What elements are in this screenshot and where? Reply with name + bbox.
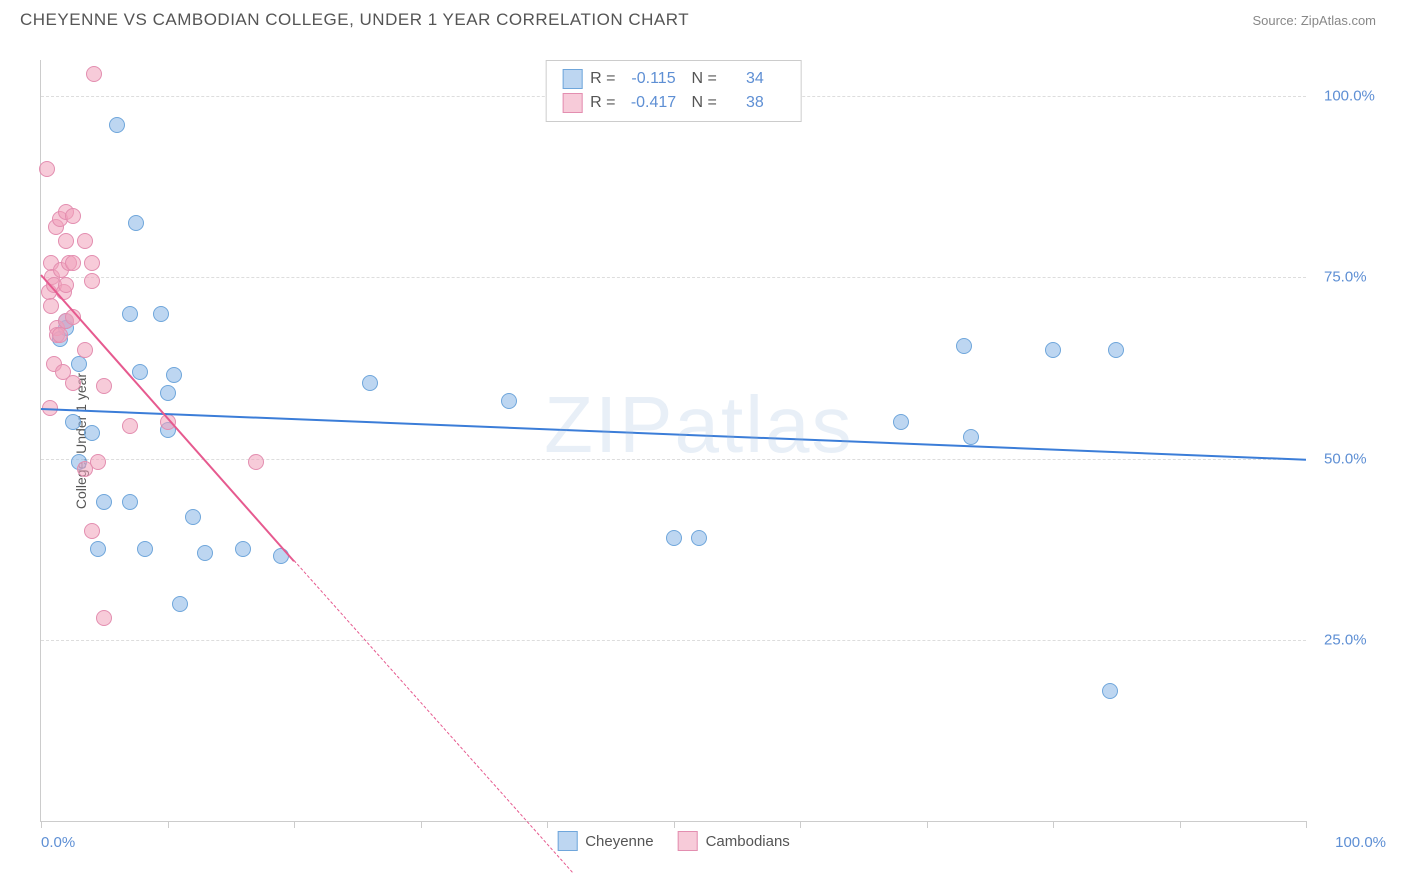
data-point <box>52 327 68 343</box>
data-point <box>248 454 264 470</box>
data-point <box>172 596 188 612</box>
chart-source: Source: ZipAtlas.com <box>1252 13 1376 28</box>
r-label: R = <box>590 70 615 88</box>
gridline-h <box>41 459 1306 460</box>
legend-stats-row: R = -0.115 N = 34 <box>562 67 785 91</box>
legend-bottom: Cheyenne Cambodians <box>557 831 790 851</box>
data-point <box>160 385 176 401</box>
legend-stats-box: R = -0.115 N = 34 R = -0.417 N = 38 <box>545 60 802 122</box>
data-point <box>137 541 153 557</box>
y-axis-title: College, Under 1 year <box>73 372 89 508</box>
legend-item: Cheyenne <box>557 831 653 851</box>
data-point <box>197 545 213 561</box>
y-tick-label: 50.0% <box>1324 450 1367 467</box>
x-tick <box>168 821 169 828</box>
data-point <box>96 610 112 626</box>
n-label: N = <box>692 70 717 88</box>
data-point <box>84 255 100 271</box>
trendline <box>294 560 573 872</box>
data-point <box>39 161 55 177</box>
gridline-h <box>41 277 1306 278</box>
data-point <box>65 414 81 430</box>
data-point <box>963 429 979 445</box>
n-value: 34 <box>725 70 785 88</box>
data-point <box>153 306 169 322</box>
x-min-label: 0.0% <box>41 834 75 851</box>
x-tick <box>674 821 675 828</box>
chart-title: CHEYENNE VS CAMBODIAN COLLEGE, UNDER 1 Y… <box>20 10 689 30</box>
data-point <box>122 418 138 434</box>
data-point <box>1108 342 1124 358</box>
data-point <box>185 509 201 525</box>
x-tick <box>1306 821 1307 828</box>
x-tick <box>1053 821 1054 828</box>
data-point <box>96 494 112 510</box>
data-point <box>65 255 81 271</box>
data-point <box>90 454 106 470</box>
data-point <box>132 364 148 380</box>
x-tick <box>547 821 548 828</box>
data-point <box>109 117 125 133</box>
data-point <box>893 414 909 430</box>
data-point <box>58 233 74 249</box>
data-point <box>86 66 102 82</box>
legend-label: Cambodians <box>706 833 790 850</box>
x-tick <box>800 821 801 828</box>
r-value: -0.115 <box>624 70 684 88</box>
data-point <box>501 393 517 409</box>
data-point <box>362 375 378 391</box>
data-point <box>43 298 59 314</box>
legend-swatch-icon <box>562 93 582 113</box>
data-point <box>128 215 144 231</box>
data-point <box>58 277 74 293</box>
data-point <box>666 530 682 546</box>
data-point <box>122 494 138 510</box>
x-tick <box>421 821 422 828</box>
legend-stats-row: R = -0.417 N = 38 <box>562 91 785 115</box>
data-point <box>84 523 100 539</box>
y-tick-label: 25.0% <box>1324 631 1367 648</box>
data-point <box>122 306 138 322</box>
data-point <box>956 338 972 354</box>
x-tick <box>41 821 42 828</box>
data-point <box>77 342 93 358</box>
data-point <box>1045 342 1061 358</box>
legend-swatch-icon <box>557 831 577 851</box>
data-point <box>65 208 81 224</box>
trendline <box>41 408 1306 461</box>
data-point <box>65 375 81 391</box>
y-tick-label: 75.0% <box>1324 269 1367 286</box>
scatter-chart: ZIPatlas College, Under 1 year R = -0.115… <box>40 60 1306 822</box>
r-label: R = <box>590 94 615 112</box>
watermark: ZIPatlas <box>544 379 853 471</box>
legend-item: Cambodians <box>678 831 790 851</box>
legend-label: Cheyenne <box>585 833 653 850</box>
data-point <box>84 273 100 289</box>
x-tick <box>1180 821 1181 828</box>
n-value: 38 <box>725 94 785 112</box>
legend-swatch-icon <box>678 831 698 851</box>
data-point <box>1102 683 1118 699</box>
gridline-h <box>41 640 1306 641</box>
data-point <box>691 530 707 546</box>
data-point <box>71 356 87 372</box>
x-tick <box>294 821 295 828</box>
data-point <box>77 233 93 249</box>
x-max-label: 100.0% <box>1335 834 1386 851</box>
r-value: -0.417 <box>624 94 684 112</box>
data-point <box>166 367 182 383</box>
x-tick <box>927 821 928 828</box>
chart-header: CHEYENNE VS CAMBODIAN COLLEGE, UNDER 1 Y… <box>0 0 1406 40</box>
legend-swatch-icon <box>562 69 582 89</box>
n-label: N = <box>692 94 717 112</box>
data-point <box>84 425 100 441</box>
data-point <box>96 378 112 394</box>
data-point <box>90 541 106 557</box>
data-point <box>235 541 251 557</box>
y-tick-label: 100.0% <box>1324 88 1375 105</box>
